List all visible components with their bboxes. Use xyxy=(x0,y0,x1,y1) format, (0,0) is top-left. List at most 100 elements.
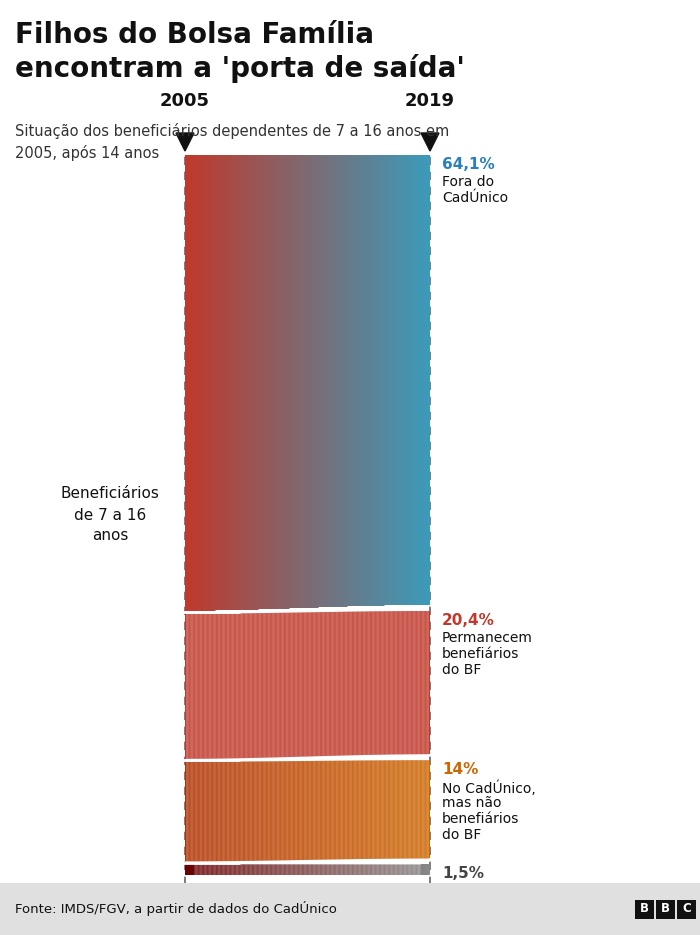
Polygon shape xyxy=(395,611,396,755)
Polygon shape xyxy=(268,155,269,610)
Polygon shape xyxy=(248,613,249,758)
Polygon shape xyxy=(340,865,341,875)
Polygon shape xyxy=(319,155,320,608)
Polygon shape xyxy=(323,761,324,859)
Polygon shape xyxy=(313,612,314,756)
Polygon shape xyxy=(209,613,211,758)
Polygon shape xyxy=(419,760,420,858)
Polygon shape xyxy=(261,613,262,757)
Polygon shape xyxy=(402,760,403,858)
Polygon shape xyxy=(429,760,430,858)
Polygon shape xyxy=(284,864,285,875)
Polygon shape xyxy=(399,155,400,605)
Polygon shape xyxy=(209,864,211,875)
Bar xyxy=(0,883,700,935)
Polygon shape xyxy=(244,864,245,875)
Polygon shape xyxy=(194,762,195,861)
Polygon shape xyxy=(336,155,337,607)
Text: benefiários: benefiários xyxy=(442,813,519,827)
Polygon shape xyxy=(363,865,365,875)
Polygon shape xyxy=(354,760,355,859)
Polygon shape xyxy=(327,761,328,859)
Polygon shape xyxy=(272,864,273,875)
Polygon shape xyxy=(305,155,307,608)
Polygon shape xyxy=(295,761,296,860)
Polygon shape xyxy=(237,864,238,875)
Polygon shape xyxy=(425,865,426,875)
Polygon shape xyxy=(400,611,401,755)
Polygon shape xyxy=(338,761,339,859)
Polygon shape xyxy=(310,155,312,608)
Polygon shape xyxy=(321,865,322,875)
Polygon shape xyxy=(348,865,349,875)
Polygon shape xyxy=(230,613,231,758)
Polygon shape xyxy=(226,155,227,611)
Polygon shape xyxy=(408,155,409,605)
Polygon shape xyxy=(386,865,387,875)
Polygon shape xyxy=(310,761,312,860)
Polygon shape xyxy=(281,864,283,875)
Polygon shape xyxy=(216,864,217,875)
Polygon shape xyxy=(376,611,377,755)
Polygon shape xyxy=(286,864,288,875)
Polygon shape xyxy=(420,865,421,875)
Polygon shape xyxy=(371,760,372,859)
Polygon shape xyxy=(321,761,322,859)
Polygon shape xyxy=(387,760,388,858)
Polygon shape xyxy=(318,155,319,608)
Polygon shape xyxy=(216,155,217,611)
Polygon shape xyxy=(324,865,325,875)
Text: Permanecem: Permanecem xyxy=(442,631,533,645)
Polygon shape xyxy=(285,864,286,875)
Polygon shape xyxy=(251,761,252,861)
Polygon shape xyxy=(235,155,236,611)
Polygon shape xyxy=(258,864,259,875)
Polygon shape xyxy=(233,155,235,611)
Polygon shape xyxy=(274,761,275,860)
Polygon shape xyxy=(308,612,309,756)
Polygon shape xyxy=(307,864,308,875)
Polygon shape xyxy=(320,761,321,859)
Polygon shape xyxy=(199,155,201,611)
Polygon shape xyxy=(360,865,361,875)
Polygon shape xyxy=(353,760,354,859)
Polygon shape xyxy=(265,761,266,860)
Polygon shape xyxy=(221,613,222,758)
Polygon shape xyxy=(415,611,416,755)
Polygon shape xyxy=(367,760,368,859)
Polygon shape xyxy=(203,864,204,875)
Polygon shape xyxy=(363,760,365,859)
Polygon shape xyxy=(275,761,276,860)
Polygon shape xyxy=(264,761,265,860)
Polygon shape xyxy=(377,760,379,859)
Polygon shape xyxy=(354,865,355,875)
Polygon shape xyxy=(307,612,308,756)
Polygon shape xyxy=(322,761,323,859)
Polygon shape xyxy=(318,865,319,875)
Polygon shape xyxy=(404,865,405,875)
Polygon shape xyxy=(427,155,428,605)
Polygon shape xyxy=(397,760,398,858)
Polygon shape xyxy=(412,611,413,755)
Polygon shape xyxy=(268,761,269,860)
Polygon shape xyxy=(284,761,285,860)
Polygon shape xyxy=(317,612,318,756)
Polygon shape xyxy=(259,613,260,757)
Polygon shape xyxy=(411,611,412,755)
Polygon shape xyxy=(204,864,206,875)
Polygon shape xyxy=(278,761,279,860)
Polygon shape xyxy=(380,865,381,875)
Polygon shape xyxy=(379,611,380,755)
Polygon shape xyxy=(206,864,207,875)
Polygon shape xyxy=(392,155,393,605)
Bar xyxy=(656,899,675,918)
Text: mas não: mas não xyxy=(442,797,501,811)
Text: 20,4%: 20,4% xyxy=(442,613,495,628)
Polygon shape xyxy=(423,611,424,755)
Polygon shape xyxy=(269,761,270,860)
Polygon shape xyxy=(397,865,398,875)
Polygon shape xyxy=(405,155,406,605)
Polygon shape xyxy=(346,155,347,607)
Polygon shape xyxy=(337,761,338,859)
Polygon shape xyxy=(339,611,340,755)
